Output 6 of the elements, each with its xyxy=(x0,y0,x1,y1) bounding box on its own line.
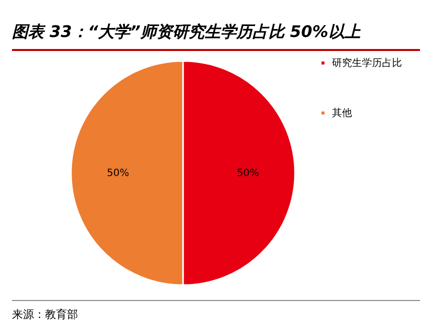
data-label: 50% xyxy=(236,168,260,179)
legend-label: 其他 xyxy=(332,107,352,119)
source-note: 来源：教育部 xyxy=(12,300,420,322)
data-label: 50% xyxy=(106,168,130,179)
chart-title: 图表 33：“大学”师资研究生学历占比 50%以上 xyxy=(12,22,420,51)
legend-label: 研究生学历占比 xyxy=(332,57,402,69)
